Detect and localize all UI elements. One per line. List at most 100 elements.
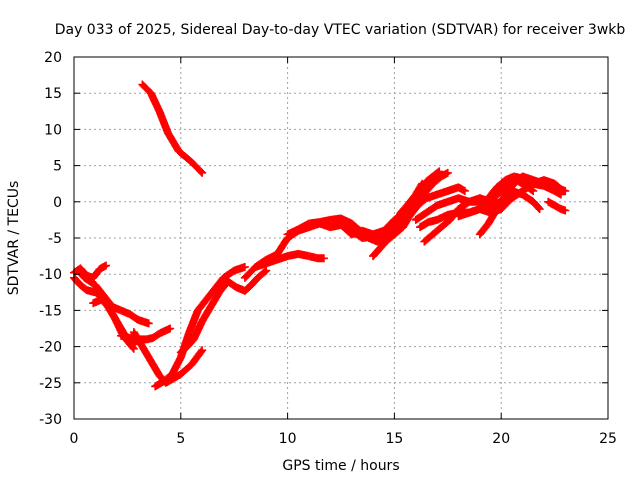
x-tick-label: 15 <box>385 431 403 447</box>
y-tick-label: -15 <box>39 303 62 319</box>
arc-markers <box>184 336 197 350</box>
arc-markers <box>338 216 355 234</box>
arc-markers <box>100 293 116 310</box>
x-tick-label: 20 <box>492 431 510 447</box>
arc-markers <box>185 307 202 335</box>
arc-markers <box>126 310 141 323</box>
arc-markers <box>487 188 505 205</box>
data-point <box>443 168 452 177</box>
arc-markers <box>476 195 492 212</box>
data-point <box>144 319 153 328</box>
data-point <box>240 262 249 271</box>
arc-markers <box>369 245 383 260</box>
arc-markers <box>498 195 515 212</box>
arc-markers <box>430 224 445 238</box>
y-tick-label: -30 <box>39 412 62 428</box>
arc-markers <box>498 180 511 194</box>
series-arc-15 <box>379 183 469 246</box>
arc-markers <box>156 108 172 136</box>
data-point <box>129 344 138 353</box>
arc-markers <box>408 188 424 205</box>
y-tick-label: 15 <box>44 86 62 102</box>
arc-markers <box>211 275 227 292</box>
chart-title: Day 033 of 2025, Sidereal Day-to-day VTE… <box>55 22 626 38</box>
arc-markers <box>423 180 436 194</box>
arc-markers <box>164 130 182 154</box>
y-axis-title: SDTVAR / TECUs <box>6 181 22 296</box>
arc-markers <box>455 198 472 213</box>
arc-markers <box>77 281 90 294</box>
arc-markers <box>203 285 219 303</box>
data-point <box>198 168 207 177</box>
arc-markers <box>147 90 163 114</box>
x-tick-label: 10 <box>279 431 297 447</box>
arc-markers <box>423 202 440 216</box>
arc-markers <box>207 289 223 310</box>
data-point <box>102 261 111 270</box>
series-arc-22 <box>544 197 570 215</box>
arc-markers <box>412 209 430 224</box>
arc-markers <box>139 343 155 364</box>
series-arc-7 <box>129 328 207 387</box>
data-point <box>435 167 444 176</box>
grid <box>74 57 608 419</box>
y-tick-label: -5 <box>48 231 62 247</box>
arc-markers <box>77 265 90 279</box>
series-arc-1 <box>138 80 207 177</box>
arc-markers <box>430 173 445 187</box>
arc-markers <box>194 296 210 314</box>
data-point <box>166 324 175 333</box>
arc-markers <box>92 282 107 299</box>
data-point <box>535 205 544 214</box>
arc-markers <box>519 191 537 205</box>
y-tick-label: 5 <box>53 159 62 175</box>
arc-markers <box>423 173 436 185</box>
arc-markers <box>150 330 163 342</box>
arc-markers <box>147 358 163 379</box>
arc-markers <box>348 220 364 234</box>
arc-markers <box>415 195 430 209</box>
arc-markers <box>130 329 146 350</box>
arc-markers <box>90 266 103 281</box>
ticks: 0 5 10 15 20 25 -30 -25 -20 -15 -10 -5 0 5 10 15 20 <box>39 50 617 447</box>
arc-markers <box>168 354 185 377</box>
arc-markers <box>380 231 396 245</box>
arc-markers <box>380 216 398 234</box>
y-tick-label: 20 <box>44 50 62 66</box>
data-point <box>319 254 328 263</box>
series-arc-16 <box>369 167 444 239</box>
data-point <box>198 346 207 355</box>
x-tick-label: 5 <box>176 431 185 447</box>
arc-markers <box>188 159 206 176</box>
data-point <box>529 186 538 195</box>
arc-markers <box>389 220 404 238</box>
y-tick-label: -20 <box>39 340 62 356</box>
arc-markers <box>476 220 492 238</box>
arc-markers <box>225 278 240 291</box>
arc-markers <box>519 180 537 195</box>
arc-markers <box>406 202 421 220</box>
arc-markers <box>160 371 176 385</box>
data-point <box>460 186 469 195</box>
arc-markers <box>177 343 191 356</box>
arc-markers <box>98 296 112 310</box>
arc-markers <box>416 178 430 194</box>
arc-markers <box>493 191 509 212</box>
arc-markers <box>401 199 415 216</box>
y-tick-label: 0 <box>53 195 62 211</box>
arc-markers <box>252 256 270 271</box>
arc-markers <box>70 274 84 289</box>
arc-markers <box>485 184 500 201</box>
x-tick-label: 0 <box>70 431 79 447</box>
arc-markers <box>241 264 259 281</box>
arc-markers <box>175 148 195 165</box>
series-arc-19 <box>420 176 538 246</box>
arc-markers <box>509 187 526 202</box>
arc-markers <box>104 304 118 321</box>
arc-markers <box>241 282 255 294</box>
y-tick-label: -25 <box>39 376 62 392</box>
data-point <box>262 266 271 275</box>
arc-markers <box>254 267 270 281</box>
arc-markers <box>248 274 261 289</box>
